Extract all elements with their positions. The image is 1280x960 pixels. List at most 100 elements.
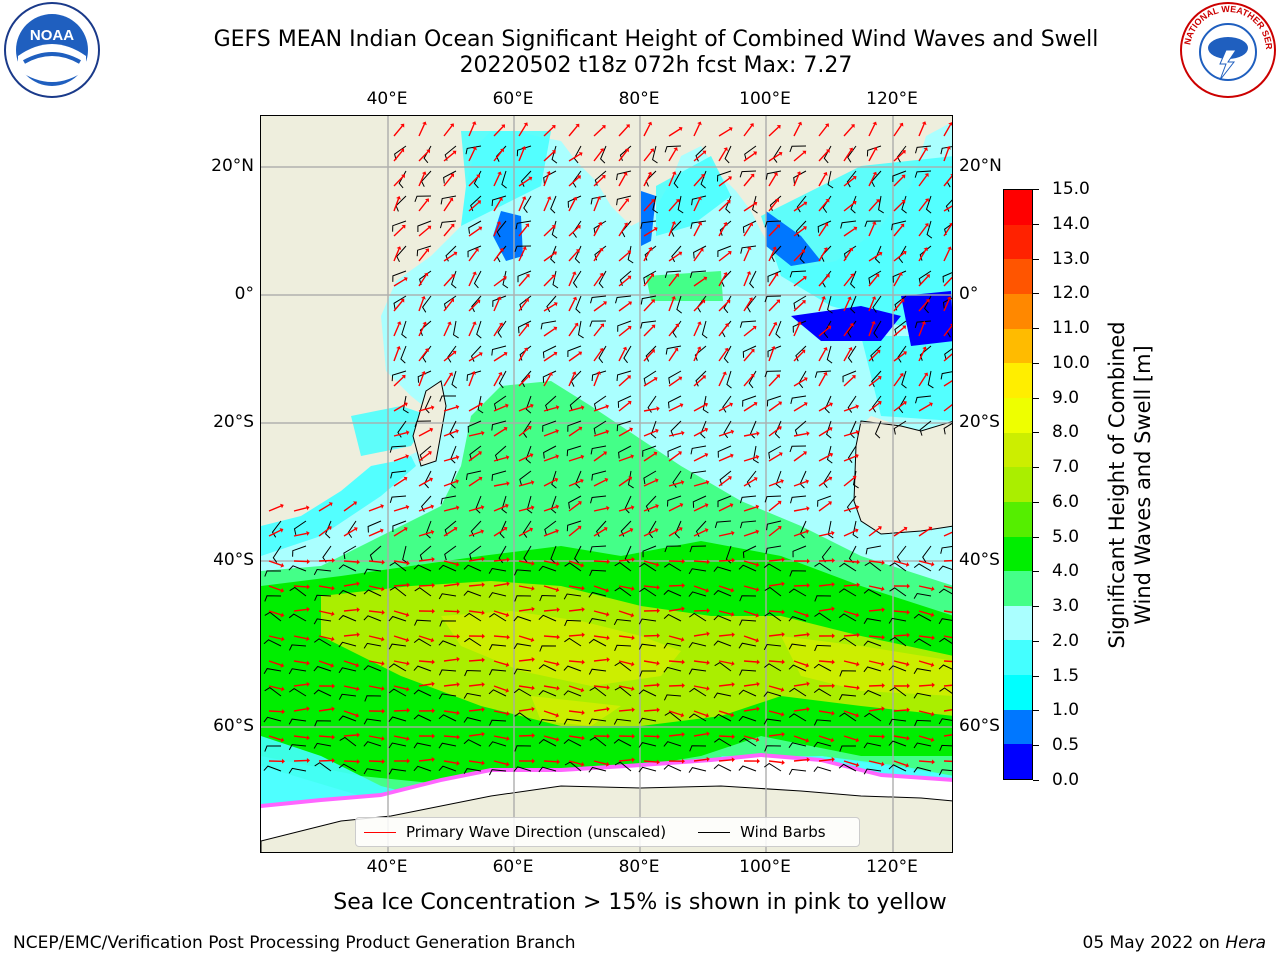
wave-arrow — [768, 583, 782, 587]
wind-barb — [451, 370, 458, 389]
wind-barb — [498, 545, 507, 564]
wave-arrow — [843, 455, 857, 462]
wave-arrowhead — [431, 733, 435, 739]
wave-arrow — [718, 201, 729, 212]
wave-arrowhead — [697, 121, 702, 126]
wind-barb — [915, 395, 932, 404]
wave-arrowhead — [430, 637, 435, 643]
wave-arrow — [718, 349, 728, 362]
wave-arrow — [543, 760, 558, 763]
wind-barb — [813, 741, 832, 748]
colorbar-segment — [1004, 294, 1032, 329]
wave-arrow — [768, 502, 780, 512]
wave-arrow — [618, 455, 632, 462]
wind-barb — [664, 711, 682, 722]
colorbar-tick-label: 8.0 — [1052, 422, 1080, 443]
wind-barb — [438, 669, 457, 676]
wind-barb — [945, 199, 952, 212]
wave-arrow — [343, 583, 357, 587]
wind-barb — [413, 665, 432, 672]
wave-arrowhead — [674, 347, 679, 352]
wind-barb — [865, 545, 882, 555]
wave-arrowhead — [627, 275, 632, 280]
wave-arrow — [718, 477, 730, 487]
wave-arrowhead — [575, 123, 580, 128]
wave-arrow — [493, 505, 507, 512]
wind-barb — [588, 591, 607, 598]
wave-arrowhead — [425, 198, 429, 203]
wave-arrowhead — [306, 681, 310, 687]
wave-arrow — [693, 323, 700, 337]
wind-barb — [713, 640, 732, 647]
wave-arrowhead — [728, 127, 733, 132]
wind-barb — [440, 495, 457, 505]
colorbar-segment — [1004, 363, 1032, 398]
wave-arrowhead — [650, 299, 655, 304]
wave-arrow — [418, 373, 425, 387]
wave-arrow — [918, 684, 933, 687]
wind-barb — [763, 691, 782, 697]
wind-barb — [438, 742, 457, 749]
wave-arrow — [843, 325, 853, 337]
wave-arrowhead — [281, 686, 285, 692]
wave-arrowhead — [581, 710, 585, 716]
wave-arrowhead — [831, 633, 835, 639]
wave-arrowhead — [406, 661, 410, 666]
wave-arrow — [568, 735, 582, 739]
wave-arrow — [543, 635, 558, 638]
wind-barb — [514, 595, 532, 602]
wave-arrow — [618, 428, 631, 437]
wave-arrow — [818, 125, 828, 137]
wave-arrowhead — [852, 175, 857, 180]
wind-barb — [863, 742, 882, 749]
wave-arrowhead — [599, 272, 604, 277]
wind-barb — [617, 320, 632, 332]
wind-barb — [738, 715, 757, 722]
wind-barb — [639, 587, 657, 597]
wind-barb — [792, 545, 807, 558]
wave-arrow — [868, 560, 882, 564]
wind-barb — [739, 170, 757, 178]
wave-arrowhead — [306, 706, 310, 712]
wave-arrow — [543, 276, 554, 287]
wind-barb — [738, 642, 757, 649]
wind-barb — [545, 395, 557, 412]
wind-barb — [878, 195, 884, 214]
wave-arrowhead — [802, 150, 807, 155]
wave-arrow — [393, 528, 406, 537]
wave-arrow — [868, 635, 882, 638]
wave-arrowhead — [581, 632, 585, 638]
wave-arrowhead — [700, 174, 705, 178]
wave-arrow — [643, 760, 658, 763]
footer-credit: NCEP/EMC/Verification Post Processing Pr… — [13, 933, 576, 953]
wind-barb — [847, 445, 857, 463]
wave-arrowhead — [706, 631, 710, 637]
wind-barb — [491, 195, 507, 207]
wave-arrowhead — [925, 274, 930, 279]
wave-arrow — [868, 585, 882, 590]
wave-arrow — [618, 635, 632, 639]
wave-arrow — [943, 531, 952, 537]
wave-arrow — [818, 327, 830, 337]
wave-arrow — [593, 274, 603, 287]
wave-arrowhead — [823, 247, 828, 252]
wind-barb — [389, 561, 407, 572]
wave-arrowhead — [478, 226, 483, 231]
wave-arrowhead — [478, 476, 483, 481]
wave-arrow — [743, 224, 752, 237]
wind-barb — [872, 295, 882, 313]
wind-barb — [363, 589, 382, 597]
wave-arrowhead — [555, 429, 559, 434]
wave-arrowhead — [705, 713, 710, 718]
wave-arrowhead — [421, 371, 426, 375]
wind-barb — [723, 345, 732, 364]
wave-arrow — [918, 560, 932, 565]
wave-arrow — [743, 585, 757, 591]
wind-barb — [764, 612, 782, 622]
wave-arrowhead — [599, 347, 604, 352]
colorbar-segment — [1004, 190, 1032, 225]
wave-arrow — [293, 708, 307, 712]
wind-barb — [894, 320, 907, 336]
wind-barb — [394, 145, 407, 161]
wind-barb — [700, 420, 707, 439]
